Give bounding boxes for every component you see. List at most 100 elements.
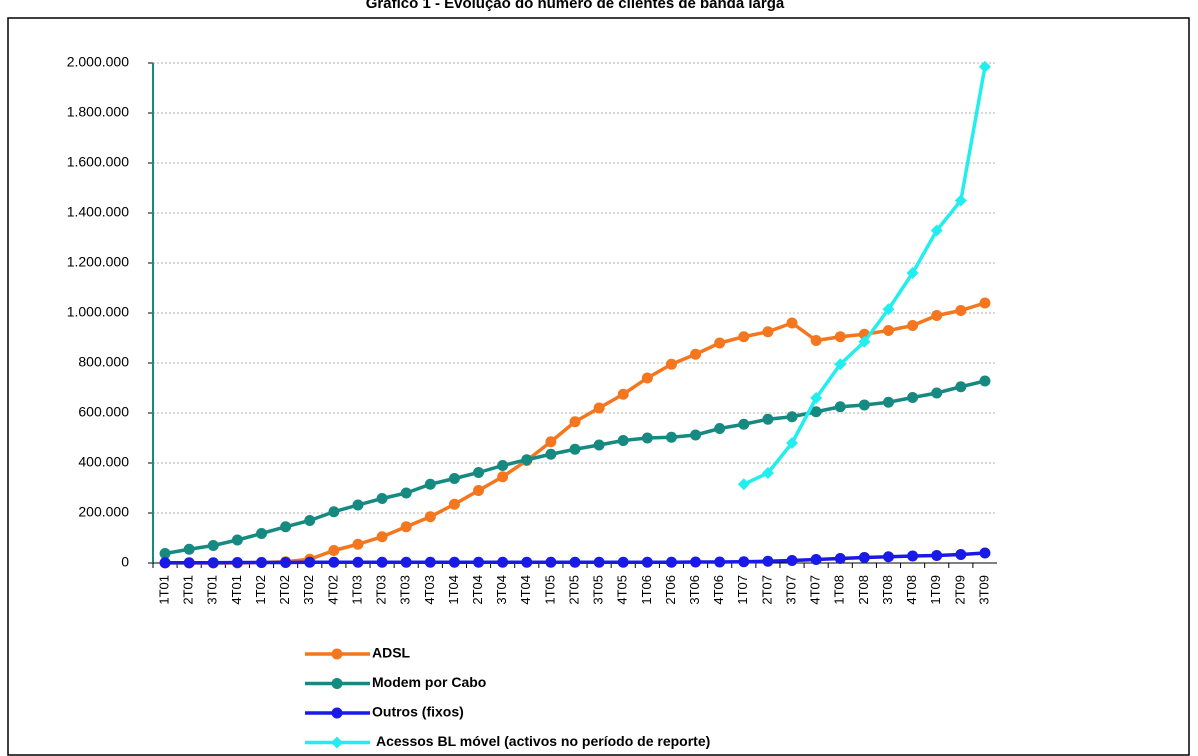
x-tick-label: 1T06 xyxy=(639,575,654,605)
x-tick-label: 3T09 xyxy=(976,575,991,605)
point xyxy=(207,540,219,551)
point xyxy=(955,549,967,560)
point xyxy=(641,432,653,444)
chart-border xyxy=(7,17,1190,756)
point xyxy=(400,556,412,568)
point xyxy=(231,557,243,568)
legend-label: Modem por Cabo xyxy=(372,674,486,690)
point xyxy=(569,443,581,455)
point xyxy=(473,467,485,478)
x-tick-label: 1T04 xyxy=(446,575,461,605)
point xyxy=(207,557,219,569)
point xyxy=(328,556,340,568)
x-tick-label: 4T01 xyxy=(229,575,244,605)
point xyxy=(954,194,967,207)
point xyxy=(400,487,412,499)
point xyxy=(978,60,991,73)
point xyxy=(448,556,460,568)
point xyxy=(593,439,605,451)
point xyxy=(545,436,557,448)
y-tick-label: 0 xyxy=(121,554,129,570)
y-tick-label: 600.000 xyxy=(78,404,129,420)
point xyxy=(545,556,557,568)
y-tick-label: 1.400.000 xyxy=(67,204,129,220)
point xyxy=(834,358,847,371)
point xyxy=(882,325,894,336)
point xyxy=(786,437,799,449)
point xyxy=(328,506,340,518)
x-tick-label: 2T06 xyxy=(663,575,678,605)
point xyxy=(280,521,292,533)
legend-label: ADSL xyxy=(372,645,411,661)
point xyxy=(858,335,871,348)
x-tick-label: 1T07 xyxy=(735,575,750,605)
point xyxy=(376,531,388,543)
point xyxy=(256,528,268,539)
point xyxy=(545,448,557,460)
point xyxy=(231,534,243,546)
x-tick-label: 4T02 xyxy=(325,575,340,605)
point xyxy=(931,310,943,321)
x-tick-label: 4T07 xyxy=(808,575,823,605)
point xyxy=(448,473,460,484)
legend-label: Outros (fixos) xyxy=(372,704,464,720)
x-tick-label: 3T05 xyxy=(591,575,606,605)
legend-label: Acessos BL móvel (activos no período de … xyxy=(376,733,710,749)
point xyxy=(617,435,629,446)
point xyxy=(331,678,343,689)
point xyxy=(497,460,509,471)
x-tick-label: 3T03 xyxy=(398,575,413,605)
point xyxy=(569,556,581,568)
y-tick-label: 1.000.000 xyxy=(67,304,129,320)
point xyxy=(810,392,823,404)
point xyxy=(738,418,750,430)
x-tick-label: 2T05 xyxy=(566,575,581,605)
x-tick-label: 3T02 xyxy=(301,575,316,605)
point xyxy=(569,416,581,428)
x-tick-label: 3T04 xyxy=(494,575,509,605)
point xyxy=(810,406,822,418)
point xyxy=(907,392,919,403)
point xyxy=(304,556,316,568)
point xyxy=(159,548,171,559)
x-tick-label: 4T06 xyxy=(711,575,726,605)
x-tick-label: 1T09 xyxy=(928,575,943,605)
point xyxy=(352,556,364,568)
point xyxy=(497,556,509,568)
point xyxy=(714,556,726,568)
x-tick-label: 1T08 xyxy=(832,575,847,605)
x-tick-label: 2T07 xyxy=(759,575,774,605)
point xyxy=(352,499,364,511)
point xyxy=(400,521,412,533)
x-tick-label: 1T03 xyxy=(349,575,364,605)
x-tick-label: 2T01 xyxy=(181,575,196,605)
x-tick-label: 4T03 xyxy=(422,575,437,605)
point xyxy=(955,305,967,316)
point xyxy=(737,478,750,491)
x-tick-label: 4T05 xyxy=(615,575,630,605)
point xyxy=(931,550,943,561)
point xyxy=(882,396,894,408)
point xyxy=(858,399,870,411)
point xyxy=(690,429,702,441)
x-tick-label: 1T05 xyxy=(542,575,557,605)
x-tick-label: 4T04 xyxy=(518,575,533,605)
point xyxy=(931,387,943,399)
point xyxy=(979,297,991,309)
point xyxy=(521,454,533,466)
x-tick-label: 2T08 xyxy=(856,575,871,605)
point xyxy=(256,557,268,568)
y-tick-label: 200.000 xyxy=(78,504,129,520)
point xyxy=(448,498,460,510)
x-tick-label: 2T03 xyxy=(374,575,389,605)
point xyxy=(834,401,846,413)
point xyxy=(882,303,895,316)
point xyxy=(424,556,436,568)
x-tick-label: 1T01 xyxy=(156,575,171,605)
point xyxy=(834,331,846,343)
point xyxy=(714,423,726,434)
x-tick-label: 2T04 xyxy=(470,575,485,605)
point xyxy=(690,348,702,360)
point xyxy=(690,556,702,568)
point xyxy=(738,556,750,568)
